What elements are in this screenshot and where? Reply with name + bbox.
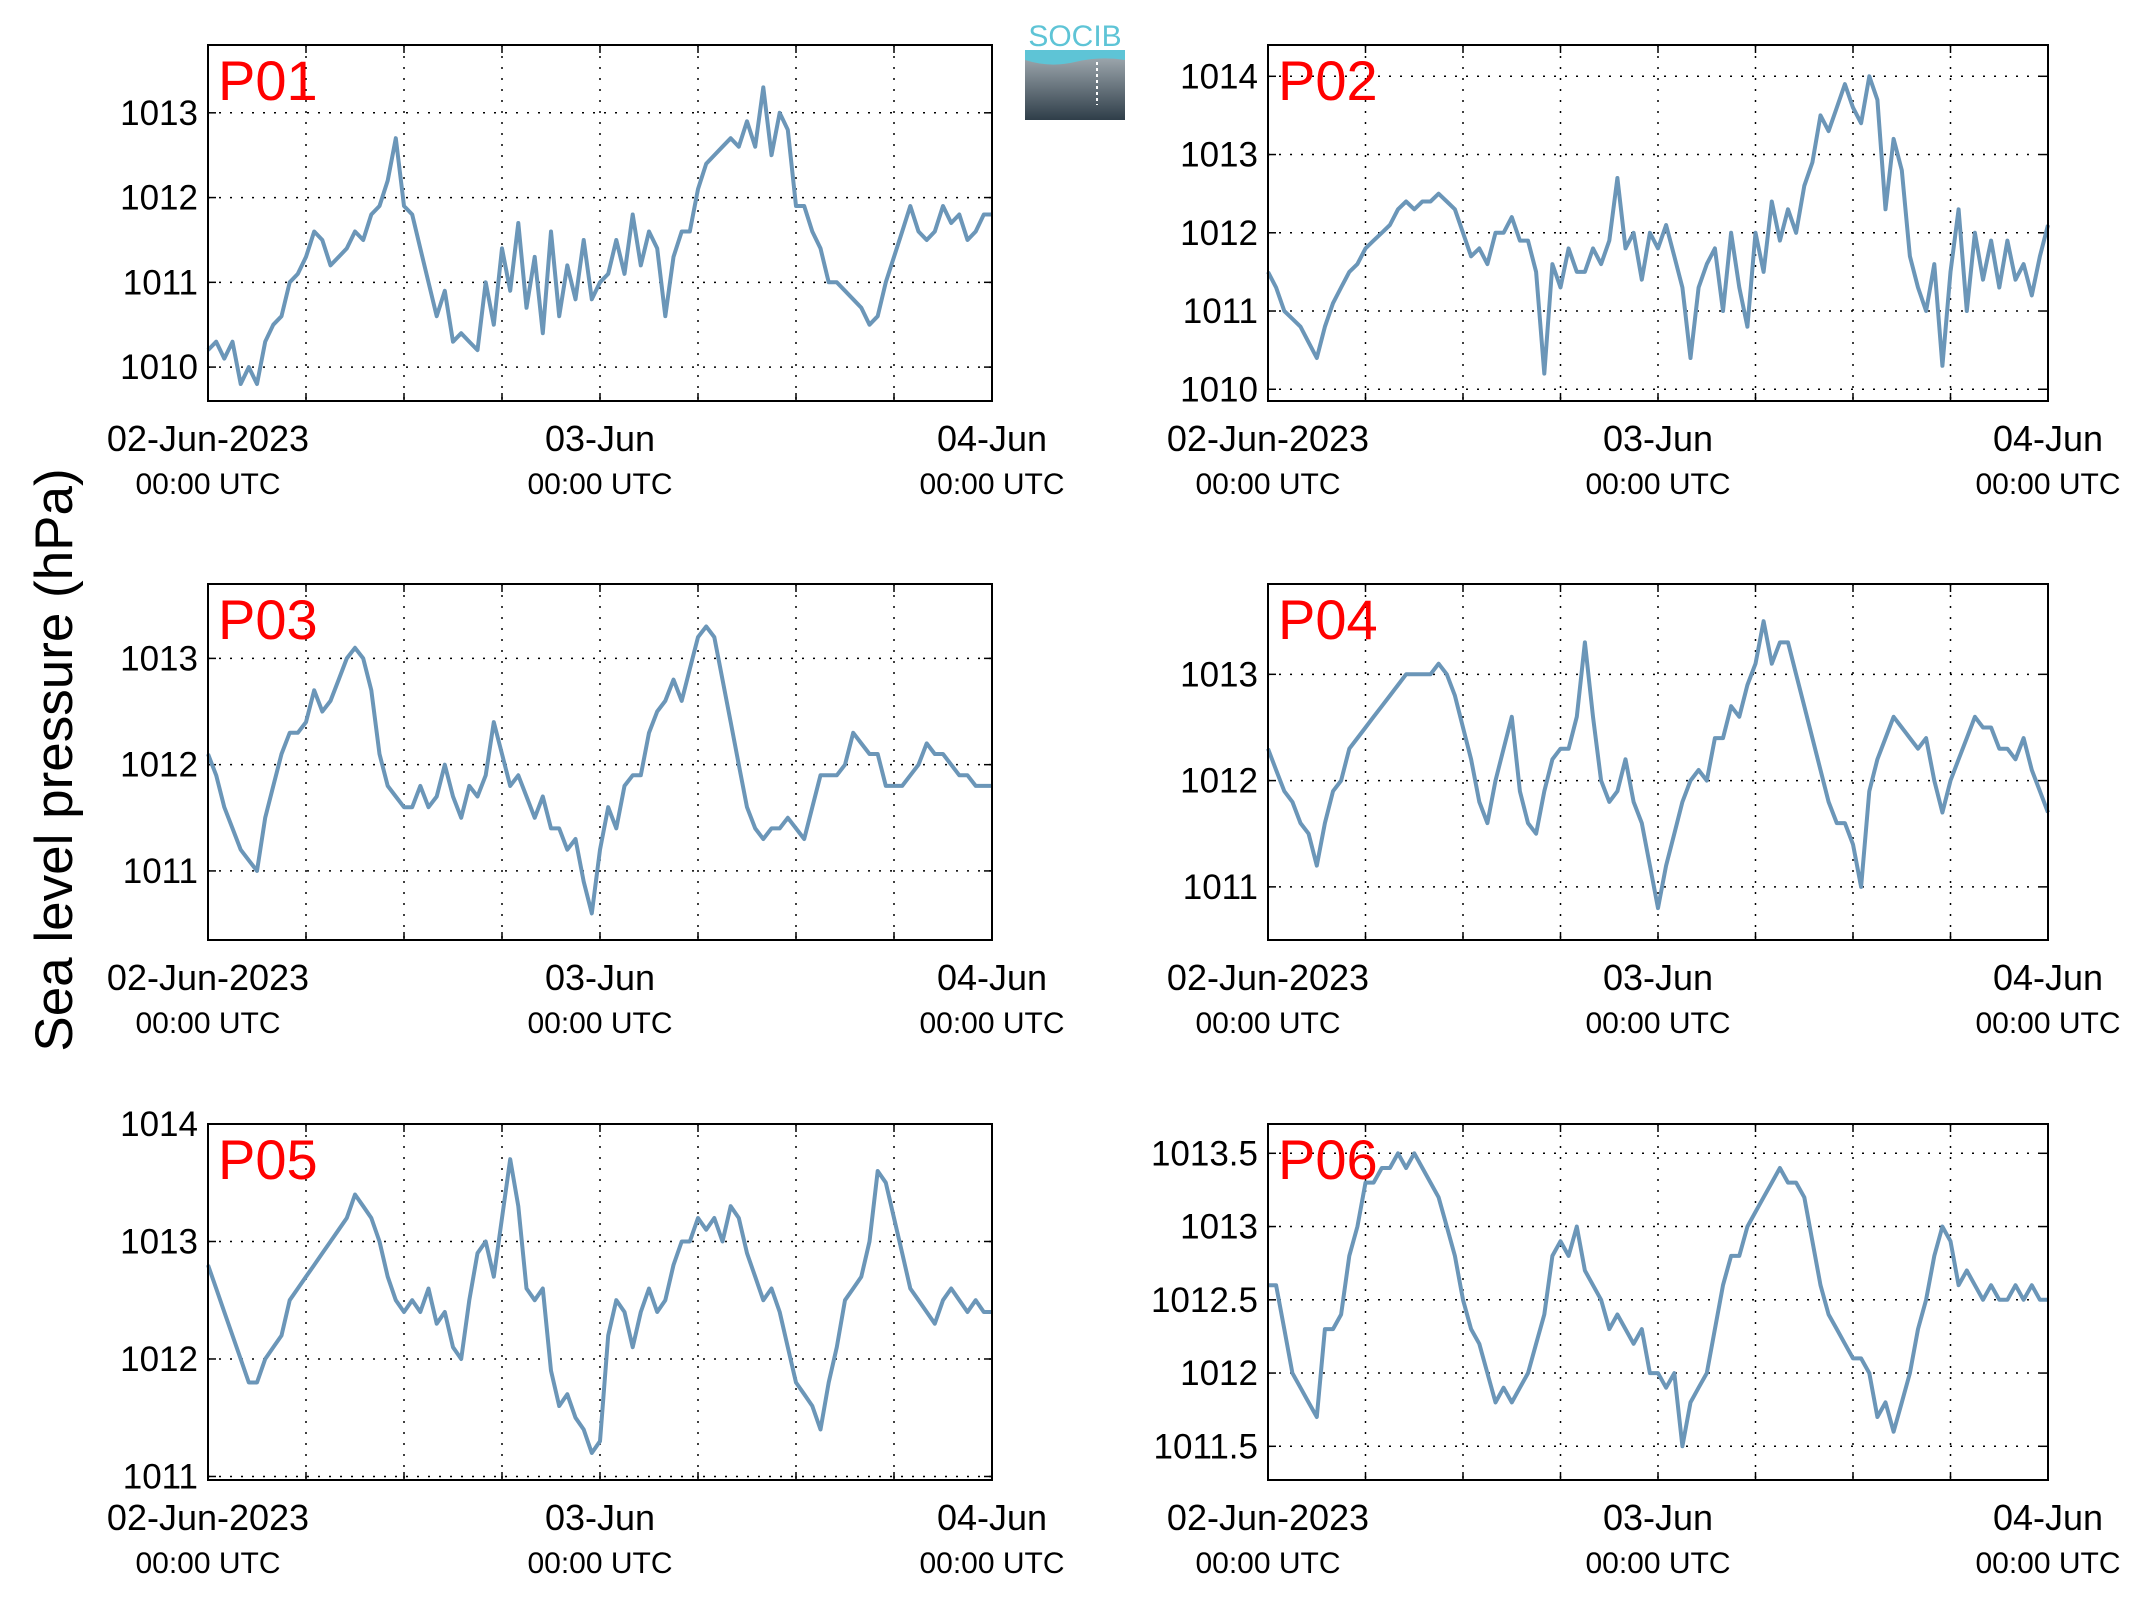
y-tick-label: 1012 — [120, 1340, 198, 1379]
x-tick-sublabel: 00:00 UTC — [1585, 1547, 1730, 1580]
x-tick-label: 04-Jun — [937, 957, 1047, 998]
x-tick-sublabel: 00:00 UTC — [919, 1007, 1064, 1040]
y-tick-label: 1010 — [120, 348, 198, 387]
x-tick-sublabel: 00:00 UTC — [1585, 1007, 1730, 1040]
axes-frame — [207, 583, 993, 941]
x-tick-label: 03-Jun — [1603, 1497, 1713, 1538]
x-tick-sublabel: 00:00 UTC — [1975, 468, 2120, 501]
series-line-p05 — [206, 1157, 992, 1455]
x-tick-label: 02-Jun-2023 — [1167, 957, 1369, 998]
y-tick-label: 1011 — [123, 263, 198, 302]
y-tick-label: 1013 — [1180, 136, 1258, 175]
x-tick-label: 03-Jun — [1603, 418, 1713, 459]
x-tick-label: 04-Jun — [1993, 418, 2103, 459]
y-tick-label: 1010 — [1180, 370, 1258, 409]
x-tick-label: 03-Jun — [1603, 957, 1713, 998]
y-tick-label: 1013 — [1180, 1208, 1258, 1247]
x-tick-label: 02-Jun-2023 — [1167, 1497, 1369, 1538]
x-tick-sublabel: 00:00 UTC — [1195, 1007, 1340, 1040]
x-tick-sublabel: 00:00 UTC — [919, 468, 1064, 501]
x-tick-sublabel: 00:00 UTC — [1585, 468, 1730, 501]
panel-p04: 1011 1012 1013 02-Jun-2023 00:00 UTC 03-Jun 00… — [1167, 583, 2121, 1040]
axes-frame — [207, 1123, 993, 1481]
y-tick-label: 1014 — [120, 1105, 198, 1144]
panel-label: P03 — [218, 588, 318, 651]
y-tick-label: 1012 — [120, 746, 198, 785]
x-tick-sublabel: 00:00 UTC — [135, 1547, 280, 1580]
panel-p06: 1011.5 1012 1012.5 1013 1013.5 02-Jun-2023 00:… — [1151, 1123, 2121, 1580]
y-tick-label: 1012 — [1180, 1354, 1258, 1393]
axes-frame — [1267, 1123, 2049, 1481]
y-tick-label: 1012 — [1180, 214, 1258, 253]
x-tick-label: 04-Jun — [1993, 957, 2103, 998]
panel-label: P02 — [1278, 49, 1378, 112]
socib-logo: SOCIB — [1025, 20, 1125, 120]
series-line-p04 — [1266, 619, 2050, 911]
x-tick-sublabel: 00:00 UTC — [527, 468, 672, 501]
panel-p03: 1011 1012 1013 02-Jun-2023 00:00 UTC 03-Jun 00… — [107, 583, 1065, 1040]
y-axis-label: Sea level pressure (hPa) — [25, 468, 84, 1051]
series-line-p03 — [206, 624, 992, 916]
panel-label: P06 — [1278, 1128, 1378, 1191]
x-tick-sublabel: 00:00 UTC — [1195, 1547, 1340, 1580]
y-tick-label: 1011 — [123, 852, 198, 891]
socib-logo-text: SOCIB — [1028, 20, 1121, 53]
x-tick-label: 02-Jun-2023 — [107, 957, 309, 998]
x-tick-label: 02-Jun-2023 — [1167, 418, 1369, 459]
series-line-p02 — [1266, 74, 2050, 376]
y-tick-label: 1011 — [123, 1457, 198, 1496]
x-tick-sublabel: 00:00 UTC — [135, 1007, 280, 1040]
series-line-p01 — [206, 85, 992, 386]
panel-p02: 1010 1011 1012 1013 1014 02-Jun-2023 00:00 UTC… — [1167, 44, 2121, 501]
axes-frame — [1267, 583, 2049, 941]
y-tick-label: 1011 — [1183, 868, 1258, 907]
x-tick-sublabel: 00:00 UTC — [1195, 468, 1340, 501]
panel-p05: 1011 1012 1013 1014 02-Jun-2023 00:00 UTC 03-J… — [107, 1105, 1065, 1580]
panel-label: P05 — [218, 1128, 318, 1191]
axes-frame — [1267, 44, 2049, 402]
x-tick-sublabel: 00:00 UTC — [527, 1547, 672, 1580]
x-tick-sublabel: 00:00 UTC — [135, 468, 280, 501]
x-tick-label: 03-Jun — [545, 418, 655, 459]
y-tick-label: 1014 — [1180, 57, 1258, 96]
series-line-p06 — [1268, 1151, 2048, 1449]
y-tick-label: 1013 — [120, 639, 198, 678]
y-tick-label: 1011 — [1183, 292, 1258, 331]
y-tick-label: 1013 — [120, 94, 198, 133]
y-tick-label: 1012 — [1180, 762, 1258, 801]
axes-frame — [207, 44, 993, 402]
y-tick-label: 1013 — [1180, 655, 1258, 694]
x-tick-label: 03-Jun — [545, 957, 655, 998]
x-tick-sublabel: 00:00 UTC — [919, 1547, 1064, 1580]
panel-label: P04 — [1278, 588, 1378, 651]
x-tick-sublabel: 00:00 UTC — [1975, 1007, 2120, 1040]
x-tick-sublabel: 00:00 UTC — [527, 1007, 672, 1040]
y-tick-label: 1013 — [120, 1222, 198, 1261]
x-tick-label: 04-Jun — [1993, 1497, 2103, 1538]
panel-p01: 1010 1011 1012 1013 02-Jun-2023 00:00 UTC 03-J… — [107, 44, 1065, 501]
y-tick-label: 1012 — [120, 179, 198, 218]
x-tick-label: 04-Jun — [937, 1497, 1047, 1538]
y-tick-label: 1011.5 — [1154, 1427, 1258, 1466]
x-tick-label: 02-Jun-2023 — [107, 1497, 309, 1538]
y-tick-label: 1012.5 — [1151, 1281, 1258, 1320]
x-tick-label: 04-Jun — [937, 418, 1047, 459]
x-tick-label: 03-Jun — [545, 1497, 655, 1538]
x-tick-label: 02-Jun-2023 — [107, 418, 309, 459]
y-tick-label: 1013.5 — [1151, 1134, 1258, 1173]
panel-label: P01 — [218, 49, 318, 112]
x-tick-sublabel: 00:00 UTC — [1975, 1547, 2120, 1580]
